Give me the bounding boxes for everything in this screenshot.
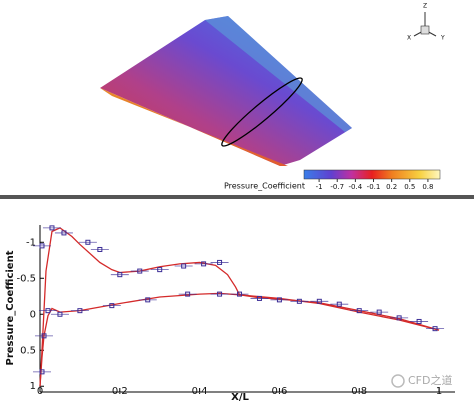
data-point (61, 230, 67, 236)
data-point (181, 263, 187, 269)
data-point (185, 291, 191, 297)
data-point (376, 309, 382, 315)
x-tick-label: 0.6 (271, 386, 287, 397)
watermark: CFD之道 (408, 373, 452, 387)
axis-triad (413, 12, 437, 37)
data-point (396, 315, 402, 321)
data-point (41, 333, 47, 339)
y-axis-label: Pressure_Coefficient (5, 250, 16, 365)
data-point (109, 303, 115, 309)
data-point (217, 291, 223, 297)
colorbar-tick-label: 0.2 (386, 183, 397, 191)
data-point (97, 246, 103, 252)
data-point (39, 369, 45, 375)
axis-label: Z (423, 3, 427, 10)
data-point (336, 301, 342, 307)
data-point (49, 225, 55, 231)
colorbar-tick-label: -1 (316, 183, 323, 191)
data-point (316, 298, 322, 304)
x-tick-label: 0.4 (192, 386, 208, 397)
data-point (77, 308, 83, 314)
wing-render (100, 16, 352, 166)
y-tick-label: 0 (30, 309, 36, 320)
y-tick-label: 0.5 (20, 345, 36, 356)
colorbar-tick-label: -0.4 (349, 183, 363, 191)
data-point (356, 308, 362, 314)
data-point (117, 272, 123, 278)
x-tick-label: 0.2 (112, 386, 128, 397)
axis-label: X (407, 35, 411, 42)
data-point (145, 297, 151, 303)
colorbar (303, 169, 441, 180)
data-point (276, 297, 282, 303)
data-point (201, 261, 207, 267)
data-point (39, 243, 45, 249)
data-point (45, 308, 51, 314)
axis-label: Y (440, 35, 445, 42)
x-axis-label: X/L (231, 392, 249, 402)
y-tick-label: -1 (26, 237, 36, 248)
data-point (137, 268, 143, 274)
data-point (256, 295, 262, 301)
data-point (416, 318, 422, 324)
data-point (296, 298, 302, 304)
y-tick-label: -0.5 (16, 273, 36, 284)
colorbar-tick-label: -0.7 (330, 183, 344, 191)
y-tick-label: 1 (30, 381, 36, 392)
x-tick-label: 0.8 (351, 386, 367, 397)
watermark-icon (391, 374, 405, 388)
colorbar-tick-label: 0.8 (422, 183, 433, 191)
colorbar-tick-label: 0.5 (404, 183, 415, 191)
divider (0, 195, 474, 199)
data-point (57, 311, 63, 317)
data-point (85, 239, 91, 245)
data-point (432, 326, 438, 332)
data-point (237, 291, 243, 297)
data-point (217, 259, 223, 265)
colorbar-title: Pressure_Coefficient (224, 182, 305, 191)
data-point (157, 267, 163, 273)
x-tick-label: 0 (37, 386, 43, 397)
colorbar-tick-label: -0.1 (367, 183, 381, 191)
cfd-line (39, 292, 440, 387)
x-tick-label: 1 (436, 386, 442, 397)
